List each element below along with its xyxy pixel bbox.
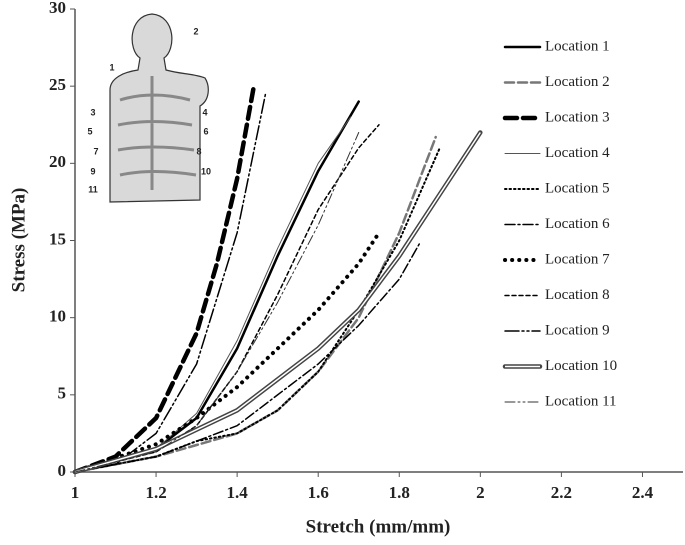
inset-label: 11 [88, 184, 98, 194]
y-tick-label: 15 [49, 229, 66, 248]
x-tick-label: 1.4 [227, 483, 249, 502]
x-tick-label: 2.2 [551, 483, 572, 502]
legend-label: Location 8 [545, 287, 610, 303]
inset-labels: 1 2 3 4 5 6 7 8 9 10 11 [87, 26, 211, 194]
x-tick-label: 2 [476, 483, 485, 502]
x-tick-label: 1.2 [145, 483, 166, 502]
legend-label: Location 5 [545, 180, 610, 196]
inset-label: 7 [93, 146, 98, 156]
series-line [73, 230, 381, 474]
y-tick-label: 20 [49, 152, 66, 171]
series-line [74, 132, 360, 473]
inset-label: 1 [109, 62, 114, 72]
legend-label: Location 11 [545, 393, 617, 409]
x-tick-label: 1.6 [308, 483, 329, 502]
y-axis-title: Stress (MPa) [8, 188, 29, 293]
inset-label: 9 [90, 166, 95, 176]
inset-label: 10 [201, 166, 211, 176]
x-tick-label: 1.8 [389, 483, 410, 502]
y-tick-label: 30 [49, 0, 66, 17]
inset-label: 8 [196, 146, 201, 156]
series-line [74, 242, 421, 473]
legend-label: Location 7 [545, 251, 610, 267]
inset-pattern [117, 76, 197, 190]
inset-body [107, 13, 211, 206]
legend-label: Location 4 [545, 145, 610, 161]
series-line [73, 135, 437, 474]
legend-label: Location 3 [545, 109, 610, 125]
inset-label: 6 [203, 126, 208, 136]
legend-label: Location 1 [545, 38, 610, 54]
legend-label: Location 9 [545, 322, 610, 338]
legend-label: Location 2 [545, 74, 610, 90]
x-tick-label: 2.4 [632, 483, 654, 502]
inset-label: 2 [193, 26, 198, 36]
x-axis-title: Stretch (mm/mm) [306, 516, 451, 537]
inset-label: 3 [90, 107, 95, 117]
y-tick-label: 10 [49, 307, 66, 326]
inset-silhouette [109, 13, 209, 203]
y-tick-label: 5 [58, 384, 67, 403]
inset-label: 5 [87, 126, 92, 136]
y-tick-label: 0 [58, 461, 67, 480]
inset-label: 4 [202, 107, 207, 117]
series-line-inner [74, 132, 481, 473]
x-tick-label: 1 [71, 483, 80, 502]
series-line [74, 146, 441, 473]
series-line [74, 93, 267, 473]
legend-label: Location 6 [545, 216, 610, 232]
legend-label: Location 10 [545, 358, 617, 374]
y-tick-label: 25 [49, 75, 66, 94]
